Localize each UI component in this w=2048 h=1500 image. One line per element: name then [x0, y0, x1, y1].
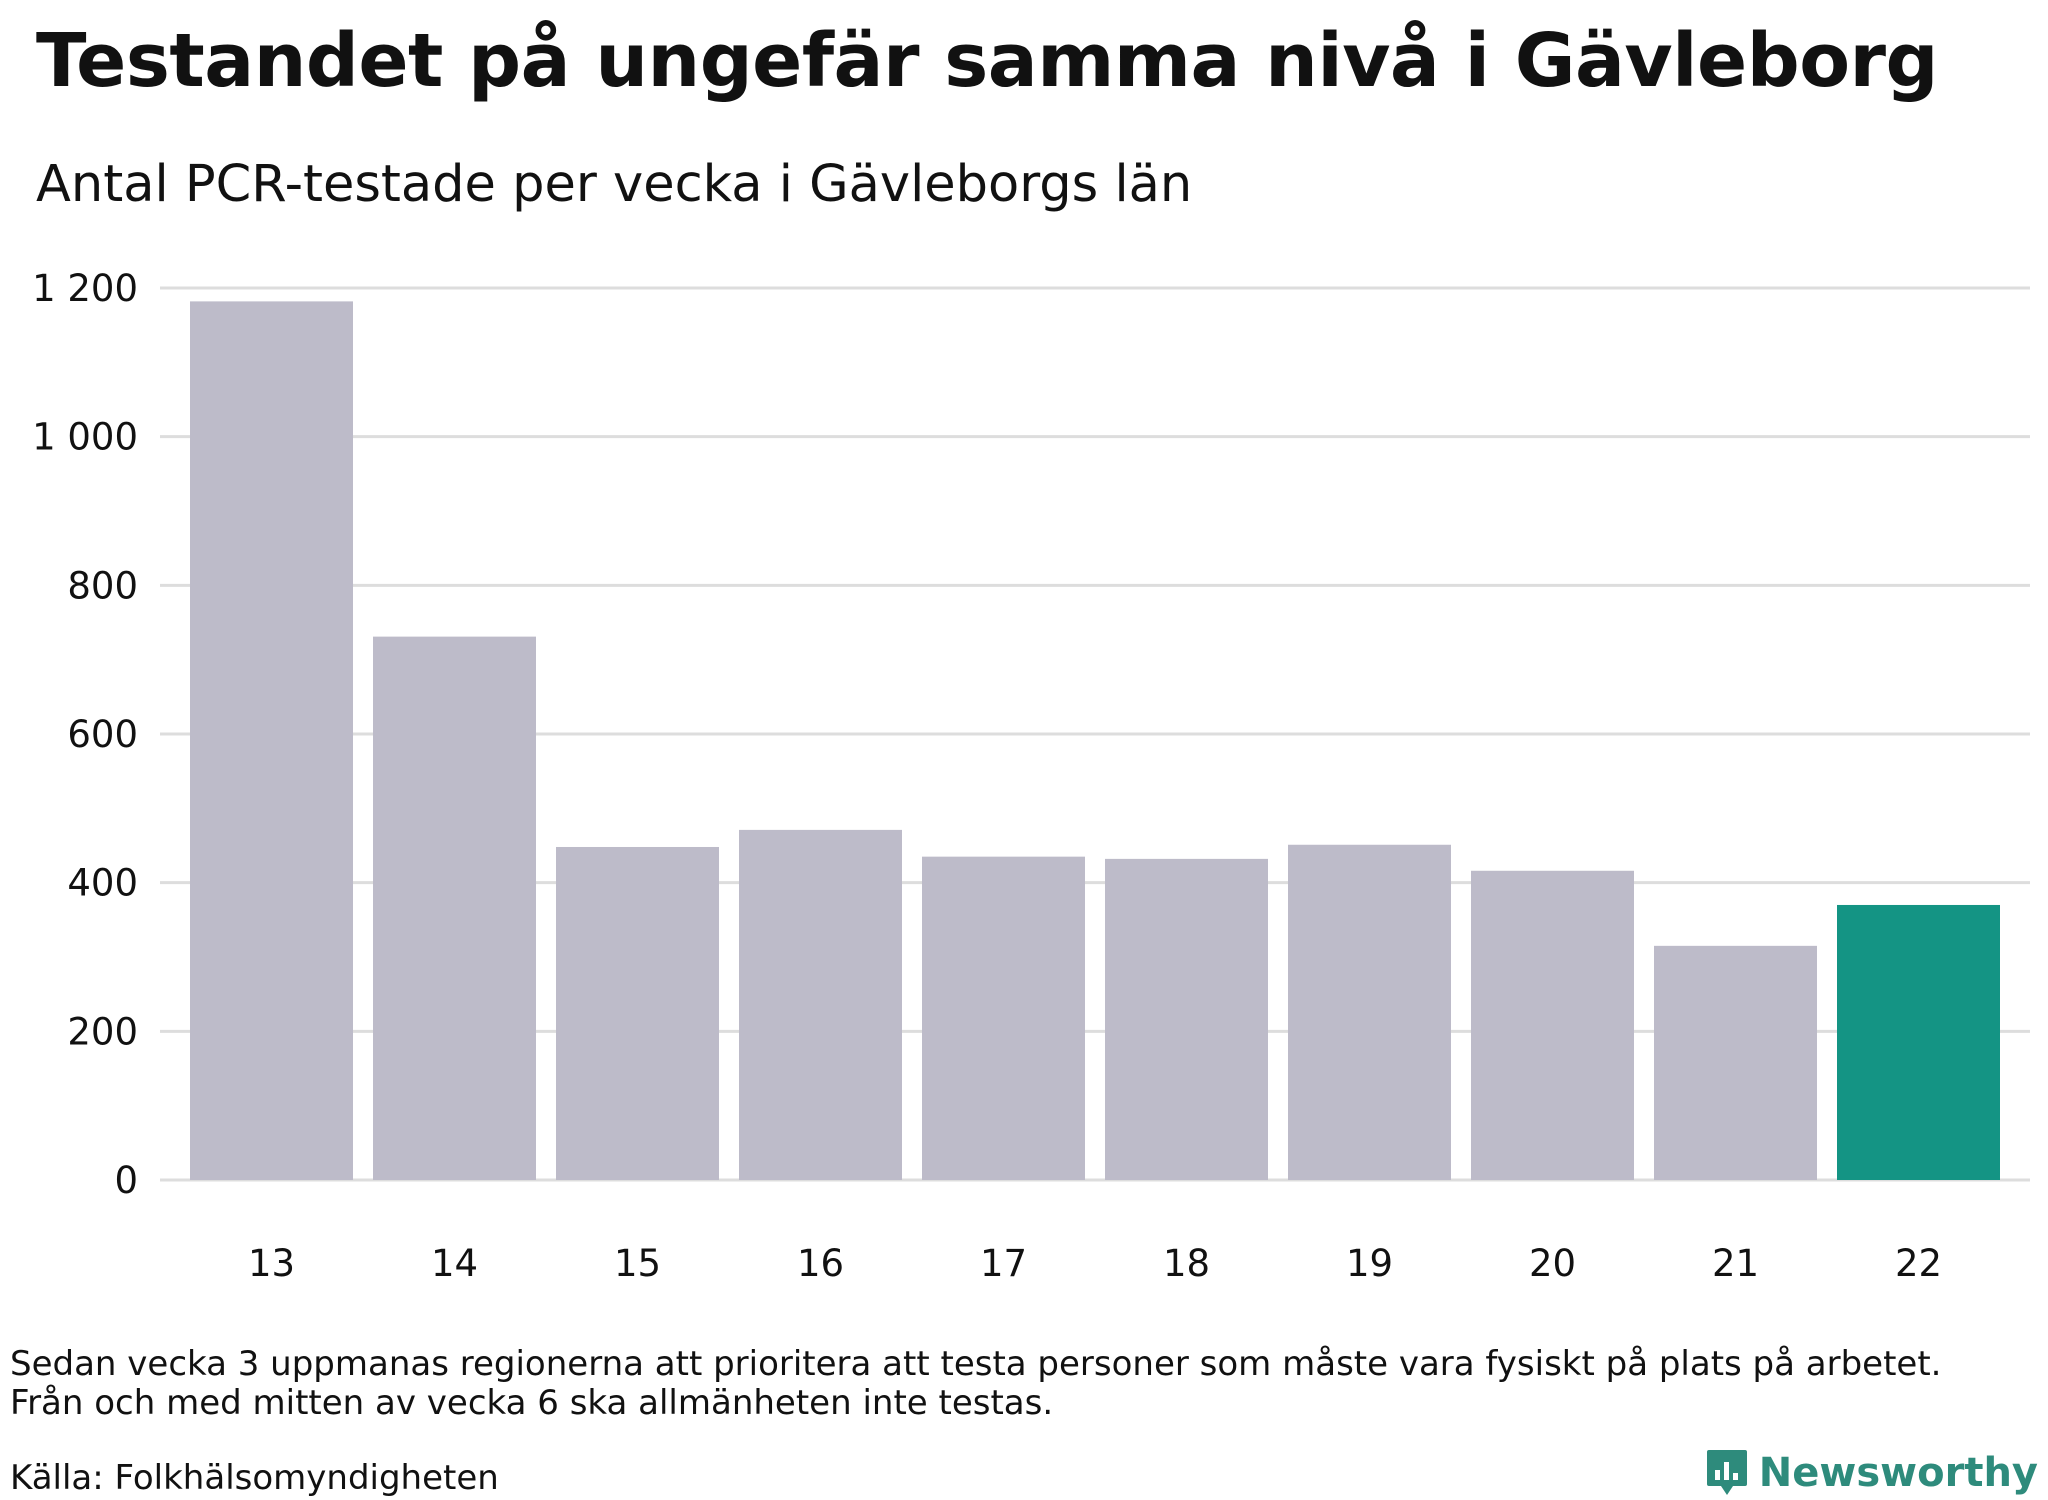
bar [1105, 858, 1268, 1180]
bar [1654, 945, 1817, 1180]
bar [556, 846, 719, 1180]
x-tick-label: 13 [248, 1242, 295, 1285]
footnote-line-1: Sedan vecka 3 uppmanas regionerna att pr… [10, 1344, 1942, 1384]
footnote-line-2: Från och med mitten av vecka 6 ska allmä… [10, 1383, 1054, 1423]
chart-subtitle: Antal PCR-testade per vecka i Gävleborgs… [36, 155, 1193, 214]
x-tick-label: 18 [1163, 1242, 1210, 1285]
newsworthy-chart-icon [1706, 1450, 1747, 1495]
x-tick-label: 17 [980, 1242, 1027, 1285]
y-tick-label: 200 [67, 1010, 138, 1053]
bar-highlight [1837, 904, 2000, 1180]
chart-title: Testandet på ungefär samma nivå i Gävleb… [36, 18, 1939, 104]
y-tick-label: 400 [67, 862, 138, 905]
x-tick-label: 19 [1346, 1242, 1393, 1285]
x-tick-label: 20 [1529, 1242, 1576, 1285]
y-tick-label: 1 000 [32, 416, 138, 459]
x-tick-label: 21 [1712, 1242, 1759, 1285]
bar [373, 636, 536, 1180]
bar [922, 856, 1085, 1180]
source-label: Källa: Folkhälsomyndigheten [10, 1458, 499, 1498]
bar [1471, 870, 1634, 1180]
x-tick-label: 14 [431, 1242, 478, 1285]
y-tick-label: 0 [114, 1159, 138, 1202]
footnote: Sedan vecka 3 uppmanas regionerna att pr… [10, 1345, 1941, 1423]
bar [1288, 844, 1451, 1180]
y-tick-label: 600 [67, 713, 138, 756]
brand-name: Newsworthy [1758, 1450, 2038, 1496]
bar-chart: 0 200 400 600 800 1 000 1 200 13 14 15 16 17 18 19 20 2… [32, 267, 2030, 1285]
y-tick-label: 800 [67, 564, 138, 607]
y-tick-label: 1 200 [32, 267, 138, 310]
x-tick-label: 16 [797, 1242, 844, 1285]
brand-logo: Newsworthy [1705, 1448, 2038, 1498]
bar [190, 301, 353, 1180]
x-tick-label: 15 [614, 1242, 661, 1285]
x-tick-label: 22 [1895, 1242, 1942, 1285]
bar [739, 829, 902, 1180]
